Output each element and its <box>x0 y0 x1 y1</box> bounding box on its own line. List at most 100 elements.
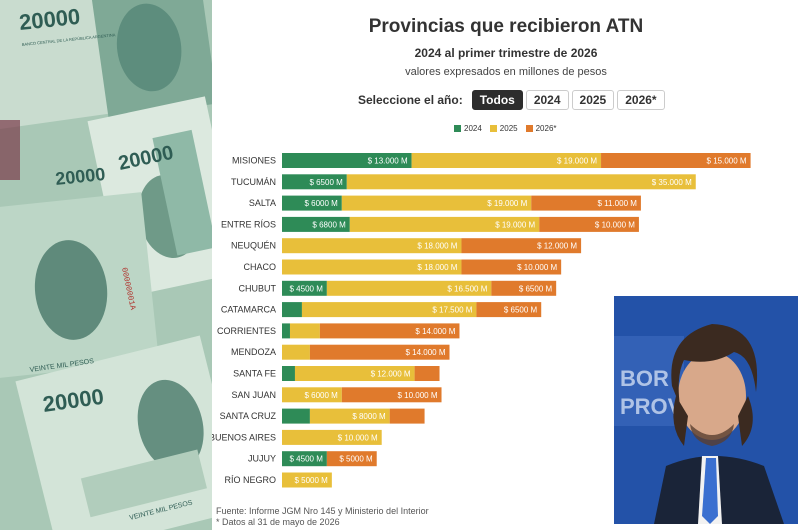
bar-value-label: $ 17.500 M <box>432 306 472 315</box>
bar-value-label: $ 8000 M <box>352 412 386 421</box>
legend-swatch-2025 <box>489 125 497 132</box>
bar-value-label: $ 18.000 M <box>417 263 457 272</box>
bar-segment[interactable] <box>282 366 295 381</box>
date-note: * Datos al 31 de mayo de 2026 <box>216 517 340 527</box>
year-selector: Seleccione el año: Todos 2024 2025 2026* <box>358 90 665 110</box>
bar-segment[interactable] <box>461 259 562 275</box>
bar-value-label: $ 12.000 M <box>537 242 577 251</box>
bar-segment[interactable] <box>282 195 342 211</box>
chart-panel: Provincias que recibieron ATN 2024 al pr… <box>212 0 800 530</box>
year-button-2024[interactable]: 2024 <box>525 90 569 110</box>
bar-value-label: $ 6000 M <box>304 199 338 208</box>
bar-value-label: $ 14.000 M <box>405 348 445 357</box>
bar-segment[interactable] <box>282 451 327 467</box>
bar-value-label: $ 5000 M <box>294 476 328 485</box>
bar-segment[interactable] <box>294 366 415 381</box>
bar-segment[interactable] <box>309 344 450 360</box>
bar-segment[interactable] <box>282 216 350 232</box>
category-label: CATAMARCA <box>221 305 276 315</box>
bar-segment[interactable] <box>476 302 542 318</box>
category-label: SAN JUAN <box>231 390 276 400</box>
bar-segment[interactable] <box>461 238 582 254</box>
bar-segment[interactable] <box>282 408 310 424</box>
bar-segment[interactable] <box>414 366 440 381</box>
bar-segment[interactable] <box>282 238 462 254</box>
bar-value-label: $ 6800 M <box>312 220 346 229</box>
bar-segment[interactable] <box>341 195 532 211</box>
category-label: CORRIENTES <box>217 326 276 336</box>
category-label: NEUQUÉN <box>231 241 276 251</box>
bar-segment[interactable] <box>539 216 639 232</box>
bar-value-label: $ 19.000 M <box>487 199 527 208</box>
legend-item-2026[interactable]: 2026* <box>525 124 557 133</box>
person-illustration: BOR PROV <box>614 296 798 524</box>
category-label: MENDOZA <box>231 347 276 357</box>
bar-segment[interactable] <box>309 408 390 424</box>
bar-segment[interactable] <box>531 195 641 211</box>
bar-segment[interactable] <box>389 408 425 424</box>
bar-segment[interactable] <box>282 259 462 275</box>
category-label: ENTRE RÍOS <box>221 219 276 229</box>
bar-value-label: $ 10.000 M <box>397 391 437 400</box>
bar-segment[interactable] <box>346 174 696 190</box>
year-button-2026[interactable]: 2026* <box>617 90 665 110</box>
bar-value-label: $ 6500 M <box>519 284 553 293</box>
legend-swatch-2026 <box>525 125 533 132</box>
bar-segment[interactable] <box>282 387 342 403</box>
bar-value-label: $ 4500 M <box>290 284 324 293</box>
bar-segment[interactable] <box>326 451 377 467</box>
bar-value-label: $ 15.000 M <box>707 157 747 166</box>
category-label: CHACO <box>243 262 276 272</box>
bar-value-label: $ 4500 M <box>290 455 324 464</box>
bar-segment[interactable] <box>282 472 332 488</box>
legend-item-2024[interactable]: 2024 <box>454 124 482 133</box>
category-label: SANTA CRUZ <box>220 411 277 421</box>
bar-segment[interactable] <box>282 174 347 190</box>
category-label: SALTA <box>249 198 276 208</box>
year-button-2025[interactable]: 2025 <box>571 90 615 110</box>
bar-segment[interactable] <box>282 153 412 168</box>
bar-segment[interactable] <box>326 280 492 296</box>
bar-segment[interactable] <box>341 387 442 403</box>
units-note: valores expresados en millones de pesos <box>405 66 607 78</box>
category-label: MISIONES <box>232 156 276 166</box>
legend-item-2025[interactable]: 2025 <box>489 124 518 133</box>
category-label: RÍO NEGRO <box>224 475 276 485</box>
bar-value-label: $ 14.000 M <box>415 327 455 336</box>
bar-value-label: $ 19.000 M <box>557 157 597 166</box>
bar-value-label: $ 10.000 M <box>338 433 378 442</box>
bar-segment[interactable] <box>601 153 751 168</box>
bar-segment[interactable] <box>491 280 557 296</box>
bar-segment[interactable] <box>282 280 327 296</box>
bar-segment[interactable] <box>282 344 310 360</box>
bar-segment[interactable] <box>411 153 602 168</box>
bar-value-label: $ 11.000 M <box>597 199 637 208</box>
category-label: JUJUY <box>248 454 276 464</box>
banknotes-illustration: 20000 20000 20000 20000 BANCO CENTRAL DE… <box>0 0 212 530</box>
chart-legend: 2024 2025 2026* <box>454 124 557 133</box>
bar-segment[interactable] <box>301 302 477 318</box>
bar-value-label: $ 13.000 M <box>368 157 408 166</box>
year-button-todos[interactable]: Todos <box>471 90 523 110</box>
source-note: Fuente: Informe JGM Nro 145 y Ministerio… <box>216 506 429 516</box>
photo-bottom-margin <box>614 524 798 530</box>
bar-value-label: $ 18.000 M <box>417 242 457 251</box>
bar-value-label: $ 6000 M <box>304 391 338 400</box>
bar-segment[interactable] <box>349 216 540 232</box>
bar-segment[interactable] <box>319 323 460 339</box>
bar-value-label: $ 10.000 M <box>517 263 557 272</box>
bar-value-label: $ 10.000 M <box>595 220 635 229</box>
category-label: SANTA FE <box>233 369 276 379</box>
bar-segment[interactable] <box>282 429 382 445</box>
bar-value-label: $ 6500 M <box>309 178 343 187</box>
legend-label-2026: 2026* <box>535 124 557 133</box>
category-label: CHUBUT <box>239 283 277 293</box>
bar-segment[interactable] <box>282 323 290 339</box>
category-label: BUENOS AIRES <box>212 432 276 442</box>
bar-segment[interactable] <box>289 323 320 339</box>
bar-value-label: $ 12.000 M <box>371 370 411 379</box>
bar-value-label: $ 35.000 M <box>652 178 692 187</box>
bar-segment[interactable] <box>282 302 302 318</box>
category-label: TUCUMÁN <box>231 177 276 187</box>
photo-sign-line-2: PROV <box>620 394 683 419</box>
